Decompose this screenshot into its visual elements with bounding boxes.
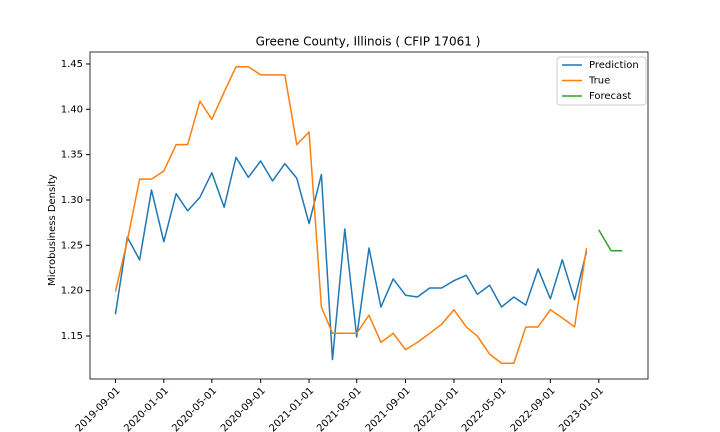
y-tick-label: 1.20 — [61, 286, 83, 297]
chart-title: Greene County, Illinois ( CFIP 17061 ) — [256, 35, 481, 49]
series-line — [114, 156, 588, 361]
y-tick-label: 1.30 — [61, 195, 83, 206]
y-tick-label: 1.45 — [61, 59, 83, 70]
legend-label: True — [588, 76, 610, 87]
series-line — [114, 65, 588, 364]
series-line — [598, 229, 623, 252]
y-tick-label: 1.25 — [61, 240, 83, 251]
y-tick-label: 1.15 — [61, 331, 83, 342]
plot-frame — [89, 51, 649, 380]
y-axis-label: Microbusiness Density — [47, 174, 58, 286]
y-tick-label: 1.40 — [61, 104, 83, 115]
y-tick-label: 1.35 — [61, 150, 83, 161]
legend-box — [556, 56, 647, 106]
legend-label: Forecast — [589, 91, 631, 102]
legend-label: Prediction — [589, 60, 639, 71]
